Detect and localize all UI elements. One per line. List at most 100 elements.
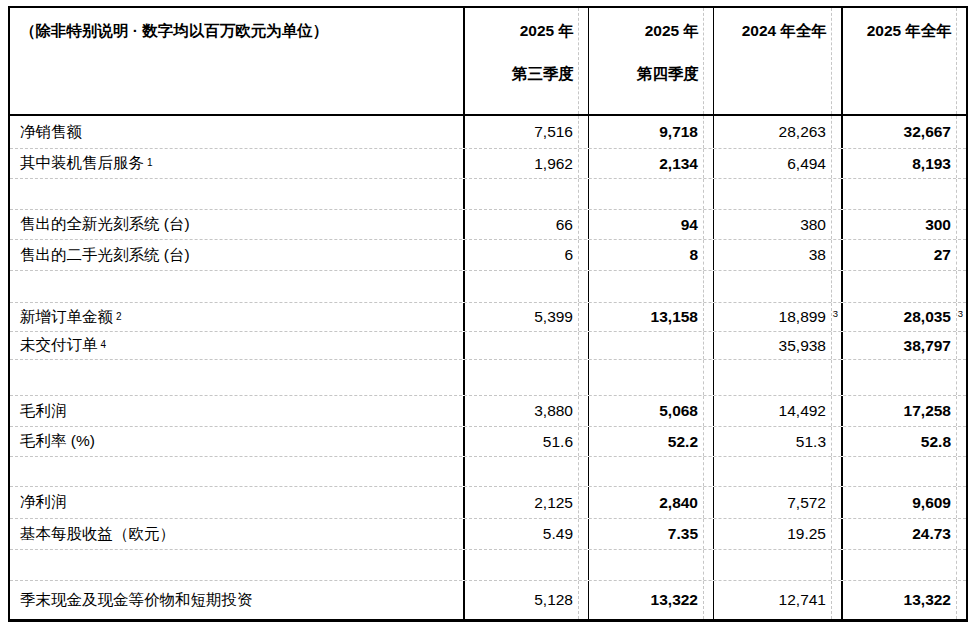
- empty-cell: [588, 271, 713, 302]
- value-2025-q4: 13,322: [588, 581, 713, 619]
- row-label: 售出的全新光刻系统 (台): [10, 210, 463, 239]
- column-header-year: 2024 年全年: [742, 21, 827, 42]
- column-header-quarter: 第四季度: [637, 64, 699, 85]
- value-2025-q3: 5,128: [463, 581, 588, 619]
- value-2025-q3: 5,399: [463, 303, 588, 331]
- column-header-year: 2025 年: [520, 21, 574, 42]
- value-2024-fy: 6,494: [713, 149, 841, 178]
- table-row-cash-and-investments: 季末现金及现金等价物和短期投资 5,128 13,322 12,741 13,3…: [10, 580, 966, 619]
- value-2025-q3: [463, 332, 588, 359]
- empty-cell: [713, 550, 841, 580]
- table-row-basic-eps: 基本每股收益（欧元） 5.49 7.35 19.25 24.73: [10, 518, 966, 549]
- empty-cell: [10, 360, 463, 395]
- quarterly-results-table: （除非特别说明 · 数字均以百万欧元为单位） 2025 年 第三季度 2025 …: [8, 6, 968, 622]
- spacer-row: [10, 270, 966, 302]
- column-header-quarter: 第三季度: [512, 64, 574, 85]
- value-2024-fy: 7,572: [713, 487, 841, 518]
- value-2024-fy: 35,938: [713, 332, 841, 359]
- row-label: 毛利润: [10, 396, 463, 426]
- empty-cell: [713, 271, 841, 302]
- value-2025-fy: 38,797: [841, 332, 966, 359]
- row-label: 毛利率 (%): [10, 427, 463, 456]
- value-2025-q4: [588, 332, 713, 359]
- empty-cell: [713, 179, 841, 209]
- value-2025-fy: 27: [841, 240, 966, 270]
- empty-cell: [463, 179, 588, 209]
- empty-cell: [588, 550, 713, 580]
- value-2025-q4: 8: [588, 240, 713, 270]
- empty-cell: [841, 457, 966, 486]
- value-2025-q4: 2,134: [588, 149, 713, 178]
- row-label: 净利润: [10, 487, 463, 518]
- value-2025-q4: 13,158: [588, 303, 713, 331]
- table-row-gross-margin: 毛利率 (%) 51.6 52.2 51.3 52.8: [10, 426, 966, 456]
- spacer-row: [10, 359, 966, 395]
- table-row-net-bookings: 新增订单金额2 5,399 13,158 18,8993 28,0353: [10, 302, 966, 331]
- value-2025-q3: 66: [463, 210, 588, 239]
- value-2025-q3: 1,962: [463, 149, 588, 178]
- empty-cell: [841, 179, 966, 209]
- empty-cell: [588, 360, 713, 395]
- table-row-backlog: 未交付订单4 35,938 38,797: [10, 331, 966, 359]
- column-header-2025-q3: 2025 年 第三季度: [463, 8, 588, 114]
- value-2025-fy: 32,667: [841, 116, 966, 148]
- value-2025-fy: 300: [841, 210, 966, 239]
- column-header-year: 2025 年: [645, 21, 699, 42]
- empty-cell: [841, 360, 966, 395]
- value-2024-fy: 380: [713, 210, 841, 239]
- row-label: 基本每股收益（欧元）: [10, 519, 463, 549]
- table-row-net-income: 净利润 2,125 2,840 7,572 9,609: [10, 486, 966, 518]
- value-2025-fy: 52.8: [841, 427, 966, 456]
- value-2025-q4: 9,718: [588, 116, 713, 148]
- spacer-row: [10, 456, 966, 486]
- value-2025-q3: 2,125: [463, 487, 588, 518]
- empty-cell: [841, 271, 966, 302]
- empty-cell: [10, 550, 463, 580]
- table-header-row: （除非特别说明 · 数字均以百万欧元为单位） 2025 年 第三季度 2025 …: [10, 8, 966, 116]
- value-2025-q3: 5.49: [463, 519, 588, 549]
- value-2025-q4: 52.2: [588, 427, 713, 456]
- spacer-row: [10, 178, 966, 209]
- table-row-used-systems-sold: 售出的二手光刻系统 (台) 6 8 38 27: [10, 239, 966, 270]
- unit-note: （除非特别说明 · 数字均以百万欧元为单位）: [10, 8, 463, 114]
- row-label: 售出的二手光刻系统 (台): [10, 240, 463, 270]
- value-2024-fy: 19.25: [713, 519, 841, 549]
- column-header-2025-fy: 2025 年全年: [841, 8, 966, 114]
- row-label: 其中装机售后服务1: [10, 149, 463, 178]
- spacer-row: [10, 549, 966, 580]
- value-2025-q3: 6: [463, 240, 588, 270]
- value-2024-fy: 38: [713, 240, 841, 270]
- value-2025-q4: 7.35: [588, 519, 713, 549]
- value-2025-fy: 28,0353: [841, 303, 966, 331]
- empty-cell: [463, 550, 588, 580]
- empty-cell: [841, 550, 966, 580]
- row-label: 季末现金及现金等价物和短期投资: [10, 581, 463, 619]
- value-2024-fy: 12,741: [713, 581, 841, 619]
- value-2025-q4: 94: [588, 210, 713, 239]
- row-label: 新增订单金额2: [10, 303, 463, 331]
- value-2025-q3: 51.6: [463, 427, 588, 456]
- value-2024-fy: 14,492: [713, 396, 841, 426]
- value-2025-q3: 7,516: [463, 116, 588, 148]
- value-2025-q4: 5,068: [588, 396, 713, 426]
- value-2025-q3: 3,880: [463, 396, 588, 426]
- column-header-year: 2025 年全年: [867, 21, 952, 42]
- empty-cell: [463, 271, 588, 302]
- value-2025-fy: 13,322: [841, 581, 966, 619]
- value-2025-fy: 9,609: [841, 487, 966, 518]
- empty-cell: [10, 457, 463, 486]
- value-2025-fy: 8,193: [841, 149, 966, 178]
- empty-cell: [10, 271, 463, 302]
- empty-cell: [463, 457, 588, 486]
- empty-cell: [463, 360, 588, 395]
- empty-cell: [10, 179, 463, 209]
- empty-cell: [588, 179, 713, 209]
- table-row-gross-profit: 毛利润 3,880 5,068 14,492 17,258: [10, 395, 966, 426]
- table-row-new-systems-sold: 售出的全新光刻系统 (台) 66 94 380 300: [10, 209, 966, 239]
- table-row-net-sales: 净销售额 7,516 9,718 28,263 32,667: [10, 116, 966, 148]
- empty-cell: [713, 360, 841, 395]
- empty-cell: [588, 457, 713, 486]
- column-header-2024-fy: 2024 年全年: [713, 8, 841, 114]
- value-2025-fy: 17,258: [841, 396, 966, 426]
- empty-cell: [713, 457, 841, 486]
